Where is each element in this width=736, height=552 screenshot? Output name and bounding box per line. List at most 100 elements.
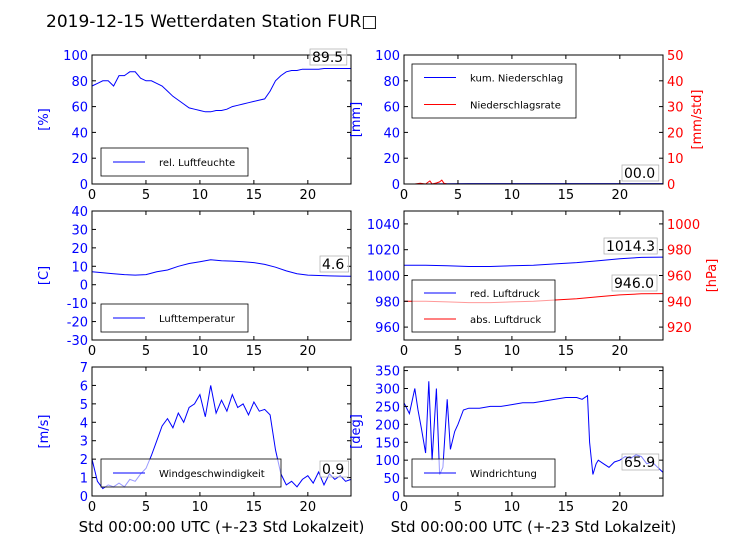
y-tick-label: 20: [383, 152, 400, 167]
y-tick-label-right: 940: [667, 295, 692, 310]
y-axis-label: [mm]: [349, 102, 364, 137]
y-tick-label: 250: [375, 400, 400, 415]
x-tick-label: 5: [454, 500, 462, 515]
x-tick-label: 0: [88, 344, 96, 359]
y-tick-label: 100: [375, 49, 400, 64]
chart-panel-6: 0 5 10 15 20050100150200250300350[deg]Windri…: [349, 365, 676, 536]
legend-label: Niederschlagsrate: [470, 101, 561, 112]
chart-panel-5: 0 5 10 15 2001234567[m/s]Windgeschwindigkeit…: [37, 361, 364, 536]
y-tick-label-right: 10: [667, 152, 684, 167]
x-tick-label: 0: [400, 500, 408, 515]
y-tick-label: 4: [80, 416, 88, 431]
y-tick-label: 6: [80, 379, 88, 394]
y-tick-label: 960: [375, 321, 400, 336]
x-tick-label: 15: [558, 344, 575, 359]
y-tick-label-right: 40: [667, 75, 684, 90]
last-value-label: 946.0: [614, 276, 654, 292]
series-line-4-1: [404, 256, 664, 267]
last-value-box: [319, 460, 349, 478]
x-tick-label: 15: [246, 188, 263, 203]
legend-label: Windrichtung: [470, 469, 537, 480]
series-line-3-1: [91, 259, 352, 277]
last-value-label: 1014.3: [606, 239, 655, 255]
y-tick-label: 3: [80, 435, 88, 450]
last-value-label: 4.6: [322, 257, 344, 273]
y-tick-label: 40: [383, 126, 400, 141]
chart-panel-4: 0 5 10 15 20 960 980 1000 1020 1040 920 940 960 980 10…: [367, 210, 720, 359]
x-tick-label: 10: [504, 344, 521, 359]
legend-label: red. Luftdruck: [470, 289, 540, 300]
y-tick-label: 30: [71, 223, 88, 238]
chart-panel-3: 0 5 10 15 20 -30 -20 -10 0 10 20 30 40 [C] Lufttempera…: [37, 205, 352, 359]
y-tick-label: -10: [67, 297, 88, 312]
y-tick-label: 0: [80, 178, 88, 193]
last-value-box: [621, 164, 660, 182]
x-tick-label: 5: [142, 500, 150, 515]
y-tick-label: 80: [383, 75, 400, 90]
x-tick-label: 15: [246, 500, 263, 515]
figure-title: 2019-12-15 Wetterdaten Station FUR□: [46, 12, 377, 32]
y-tick-label: 0: [392, 490, 400, 505]
x-tick-label: 15: [246, 344, 263, 359]
x-tick-label: 10: [192, 344, 209, 359]
chart-panel-2: 0 5 10 15 20 0 20 40 60 80 100 0 10 20 30 40 50 [mm] [mm/s…: [349, 49, 705, 203]
y-tick-label: 20: [71, 152, 88, 167]
y-tick-label: 200: [375, 418, 400, 433]
x-axis-label: Std 00:00:00 UTC (+-23 Std Lokalzeit): [391, 518, 677, 536]
x-tick-label: 20: [300, 344, 317, 359]
x-tick-label: 10: [192, 500, 209, 515]
y-tick-label: 350: [375, 365, 400, 380]
y-tick-label: 150: [375, 436, 400, 451]
y-tick-label: 2: [80, 453, 88, 468]
y-tick-label: 0: [80, 490, 88, 505]
x-tick-label: 0: [88, 188, 96, 203]
y-tick-label: 1: [80, 472, 88, 487]
y-tick-label: 60: [71, 101, 88, 116]
last-value-label: 0.9: [322, 462, 344, 478]
x-tick-label: 20: [300, 500, 317, 515]
x-tick-label: 5: [454, 188, 462, 203]
legend-label: rel. Luftfeuchte: [159, 158, 235, 169]
last-value-label: 89.5: [312, 50, 343, 66]
plot-frame: [91, 210, 352, 341]
y-tick-label: 20: [71, 242, 88, 257]
x-tick-label: 15: [558, 188, 575, 203]
y-tick-label: 980: [375, 295, 400, 310]
y-tick-label: 5: [80, 398, 88, 413]
y-tick-label: 7: [80, 361, 88, 376]
x-axis-label: Std 00:00:00 UTC (+-23 Std Lokalzeit): [79, 518, 365, 536]
x-tick-label: 5: [142, 188, 150, 203]
plot-frame: [91, 54, 352, 185]
series-line-1-1: [91, 68, 351, 113]
x-tick-label: 20: [612, 344, 629, 359]
y-tick-label-right: 0: [667, 178, 675, 193]
y-tick-label: 10: [71, 260, 88, 275]
y-axis-label: [deg]: [349, 414, 364, 449]
plot-frame: [403, 366, 664, 497]
last-value-box: [319, 255, 349, 273]
y-tick-label: 50: [383, 472, 400, 487]
legend-box: [411, 279, 556, 333]
y-axis-label-right: [mm/std]: [690, 90, 705, 150]
last-value-box: [603, 237, 658, 255]
y-tick-label-right: 50: [667, 49, 684, 64]
last-value-box: [621, 453, 660, 471]
y-tick-label: 40: [71, 205, 88, 220]
y-tick-label: 80: [71, 75, 88, 90]
y-tick-label: 1000: [367, 270, 400, 285]
y-tick-label: 40: [71, 126, 88, 141]
x-tick-label: 20: [612, 188, 629, 203]
x-tick-label: 20: [612, 500, 629, 515]
y-tick-label: 100: [63, 49, 88, 64]
y-axis-label: [%]: [37, 108, 52, 131]
y-tick-label: 300: [375, 383, 400, 398]
x-tick-label: 15: [558, 500, 575, 515]
x-tick-label: 0: [400, 344, 408, 359]
y-tick-label-right: 20: [667, 126, 684, 141]
y-axis-label: [m/s]: [37, 415, 52, 449]
x-tick-label: 0: [88, 500, 96, 515]
last-value-box: [309, 48, 348, 66]
last-value-box: [611, 274, 658, 292]
y-axis-label-right: [hPa]: [705, 259, 720, 293]
